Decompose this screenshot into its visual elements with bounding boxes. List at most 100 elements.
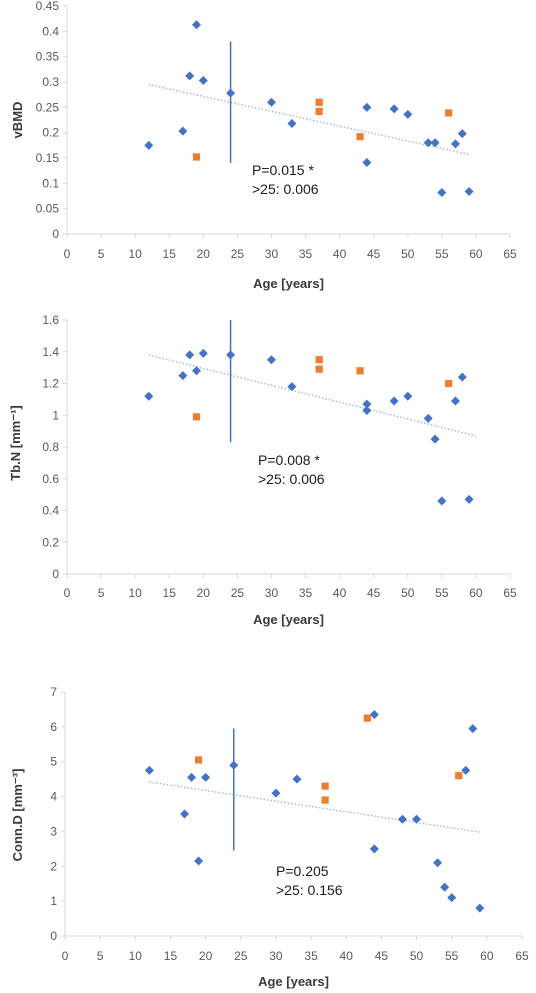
data-point-diamond [185,350,195,360]
x-axis-label: Age [years] [253,612,324,627]
data-point-diamond [468,724,478,734]
y-tick-label: 1.6 [42,313,59,327]
data-point-diamond [423,413,433,423]
data-point-diamond [437,496,447,506]
y-axis-label: vBMD [10,102,25,139]
y-tick-label: 1 [50,894,57,908]
x-tick-label: 35 [299,586,313,600]
x-tick-label: 45 [375,949,389,963]
y-tick-label: 0.4 [42,504,59,518]
data-point-square [321,782,329,790]
x-tick-label: 0 [64,586,71,600]
data-point-diamond [457,372,467,382]
y-tick-label: 0 [50,929,57,943]
data-point-diamond [430,138,440,148]
y-axis-label: Tb.N [mm⁻¹] [8,405,23,480]
data-point-square [315,98,323,106]
x-tick-label: 40 [333,586,347,600]
data-point-diamond [362,405,372,415]
x-tick-label: 15 [163,586,177,600]
x-tick-label: 25 [234,949,248,963]
data-point-diamond [389,104,399,114]
data-point-diamond [362,158,372,168]
data-point-diamond [198,75,208,85]
x-tick-label: 65 [515,949,529,963]
data-point-diamond [464,186,474,196]
data-point-square [445,379,453,388]
data-point-diamond [194,856,204,866]
y-tick-label: 0 [52,567,59,581]
p-value-annotation: P=0.205 [276,863,329,879]
data-point-diamond [144,391,154,401]
y-tick-label: 0 [52,227,59,241]
data-point-diamond [430,434,440,444]
data-point-square [315,356,323,364]
data-point-diamond [178,371,188,381]
x-tick-label: 30 [269,949,283,963]
x-tick-label: 50 [401,247,415,261]
x-tick-label: 65 [503,586,517,600]
p-value-annotation: P=0.015 * [252,162,314,178]
x-tick-label: 40 [333,247,347,261]
p-value-annotation: >25: 0.156 [276,882,343,898]
x-tick-label: 45 [367,586,381,600]
x-tick-label: 35 [299,247,313,261]
data-point-diamond [450,139,460,149]
data-point-square [192,153,201,161]
x-tick-label: 20 [197,247,211,261]
x-tick-label: 15 [163,247,177,261]
data-point-diamond [475,903,485,913]
trendline [148,83,470,156]
data-point-square [356,133,364,141]
x-axis-label: Age [years] [253,276,324,291]
x-tick-label: 50 [401,586,415,600]
data-point-diamond [271,788,281,798]
data-point-diamond [144,765,154,775]
y-tick-label: 0.15 [36,151,60,165]
y-tick-label: 7 [50,685,57,699]
x-tick-label: 10 [129,949,143,963]
x-tick-label: 5 [98,586,105,600]
data-point-diamond [369,844,379,854]
data-point-diamond [187,772,197,782]
chart-tbn: 0 0.2 0.4 0.6 0.8 1 1.2 1.4 1.6 0 5 10 15 20 25 30 35 40 4… [8,313,517,627]
data-point-square [445,109,453,117]
y-tick-label: 1.2 [42,377,59,391]
y-tick-label: 5 [50,755,57,769]
data-point-square [194,756,203,764]
x-tick-label: 15 [164,949,178,963]
x-tick-label: 60 [480,949,494,963]
x-tick-label: 25 [231,586,245,600]
trendline [148,354,477,437]
data-point-diamond [287,382,297,392]
x-tick-label: 55 [435,247,449,261]
data-point-diamond [450,396,460,406]
x-tick-label: 45 [367,247,381,261]
data-point-diamond [461,765,471,775]
data-point-diamond [464,494,474,504]
data-point-diamond [266,97,276,107]
data-point-diamond [362,399,372,409]
data-point-square [192,413,201,421]
y-tick-label: 0.4 [42,24,59,38]
data-point-diamond [433,858,443,868]
x-tick-label: 25 [231,247,245,261]
x-tick-label: 30 [265,247,279,261]
y-tick-label: 1.4 [42,345,59,359]
x-tick-label: 55 [435,586,449,600]
x-tick-label: 0 [62,949,69,963]
x-axis-label: Age [years] [258,974,329,989]
trendline [149,781,480,833]
data-point-diamond [423,138,433,148]
data-point-diamond [185,71,195,81]
data-point-diamond [266,355,276,365]
data-point-diamond [229,760,239,770]
data-point-diamond [369,710,379,720]
data-point-square [356,367,364,375]
data-point-diamond [191,20,201,30]
x-tick-label: 55 [445,949,459,963]
x-tick-label: 40 [340,949,354,963]
x-tick-label: 20 [199,949,213,963]
